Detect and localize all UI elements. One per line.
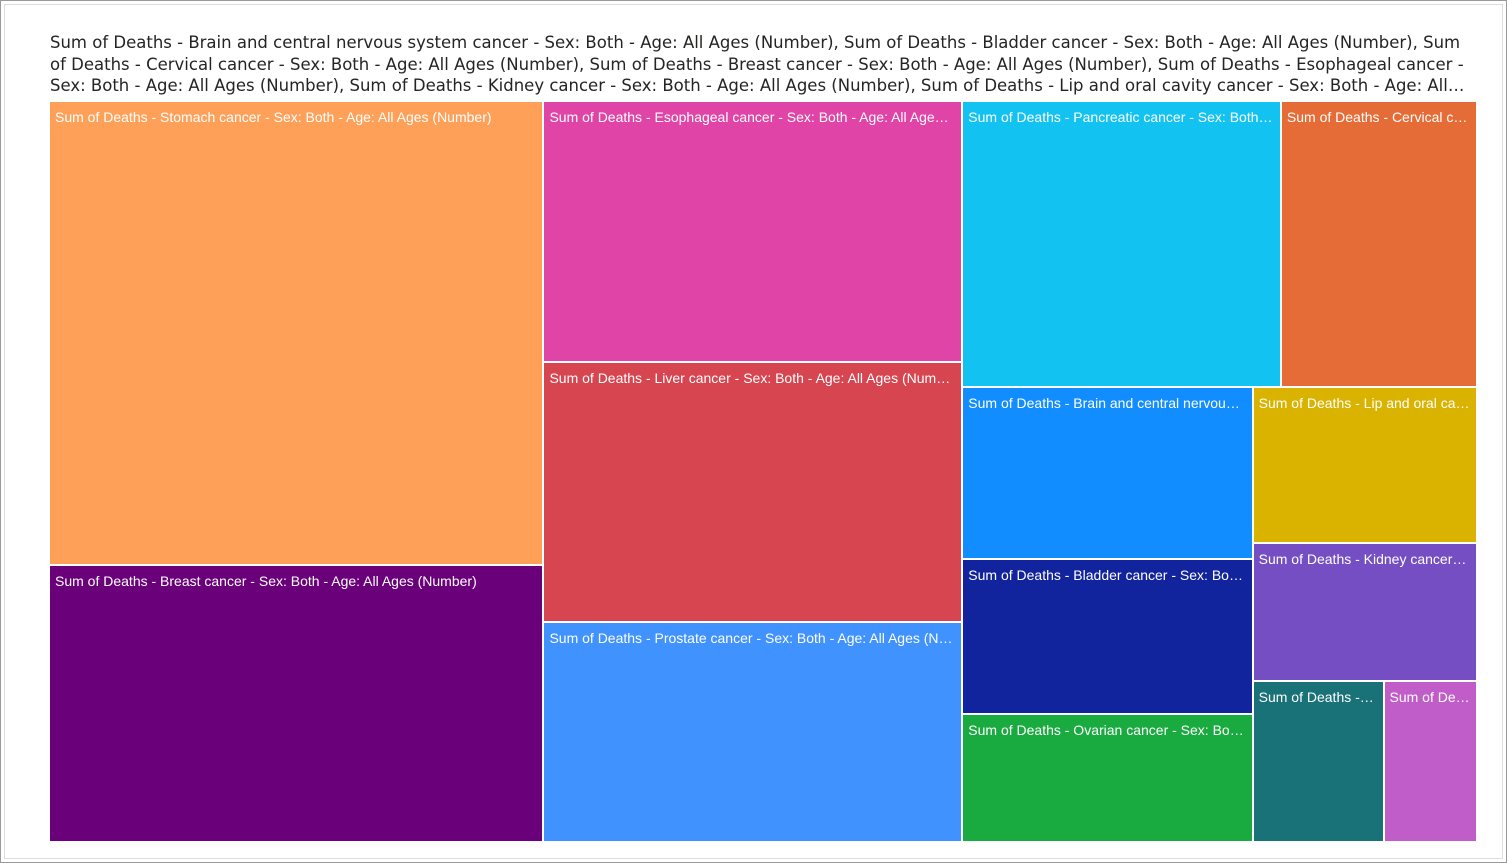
tile-label: Sum of Deaths - Sex: Both - Age: All Age… xyxy=(1389,689,1470,706)
treemap-tile[interactable]: Sum of Deaths - Prostate cancer - Sex: B… xyxy=(544,623,964,843)
treemap-tile[interactable]: Sum of Deaths - Lip and oral cavity canc… xyxy=(1253,387,1478,545)
treemap-tile[interactable]: Sum of Deaths - Pancreatic cancer - Sex:… xyxy=(963,102,1282,388)
treemap-tile[interactable]: Sum of Deaths - Sex: Both - Age: All Age… xyxy=(1253,682,1385,843)
treemap-tile[interactable]: Sum of Deaths - Bladder cancer - Sex: Bo… xyxy=(963,560,1254,716)
treemap-tile[interactable]: Sum of Deaths - Ovarian cancer - Sex: Bo… xyxy=(963,715,1254,843)
tile-label: Sum of Deaths - Prostate cancer - Sex: B… xyxy=(549,630,956,647)
tile-label: Sum of Deaths - Bladder cancer - Sex: Bo… xyxy=(968,567,1245,584)
tile-label: Sum of Deaths - Cervical cancer - Sex: B… xyxy=(1286,109,1470,125)
treemap-tile[interactable]: Sum of Deaths - Cervical cancer - Sex: B… xyxy=(1281,102,1478,388)
tile-label: Sum of Deaths - Pancreatic cancer - Sex:… xyxy=(968,109,1274,125)
tile-label: Sum of Deaths - Sex: Both - Age: All Age… xyxy=(1258,689,1377,706)
tile-label: Sum of Deaths - Breast cancer - Sex: Bot… xyxy=(55,572,477,589)
tile-label: Sum of Deaths - Brain and central nervou… xyxy=(968,394,1245,411)
treemap-tile[interactable]: Sum of Deaths - Brain and central nervou… xyxy=(963,387,1254,561)
tile-label: Sum of Deaths - Ovarian cancer - Sex: Bo… xyxy=(968,722,1245,739)
treemap-tile[interactable]: Sum of Deaths - Stomach cancer - Sex: Bo… xyxy=(50,102,545,566)
treemap-tile[interactable]: Sum of Deaths - Liver cancer - Sex: Both… xyxy=(544,362,964,624)
tile-label: Sum of Deaths - Kidney cancer - Sex: Bot… xyxy=(1258,551,1470,568)
tile-label: Sum of Deaths - Stomach cancer - Sex: Bo… xyxy=(55,109,492,125)
treemap-tile[interactable]: Sum of Deaths - Kidney cancer - Sex: Bot… xyxy=(1253,544,1478,683)
treemap-tile[interactable]: Sum of Deaths - Sex: Both - Age: All Age… xyxy=(1384,682,1478,843)
treemap-tile[interactable]: Sum of Deaths - Breast cancer - Sex: Bot… xyxy=(50,565,545,843)
treemap-tile[interactable]: Sum of Deaths - Esophageal cancer - Sex:… xyxy=(544,102,964,363)
tile-label: Sum of Deaths - Lip and oral cavity canc… xyxy=(1258,394,1470,411)
tile-label: Sum of Deaths - Liver cancer - Sex: Both… xyxy=(549,369,956,386)
chart-frame-inner xyxy=(4,4,1503,859)
tile-label: Sum of Deaths - Esophageal cancer - Sex:… xyxy=(549,109,955,125)
